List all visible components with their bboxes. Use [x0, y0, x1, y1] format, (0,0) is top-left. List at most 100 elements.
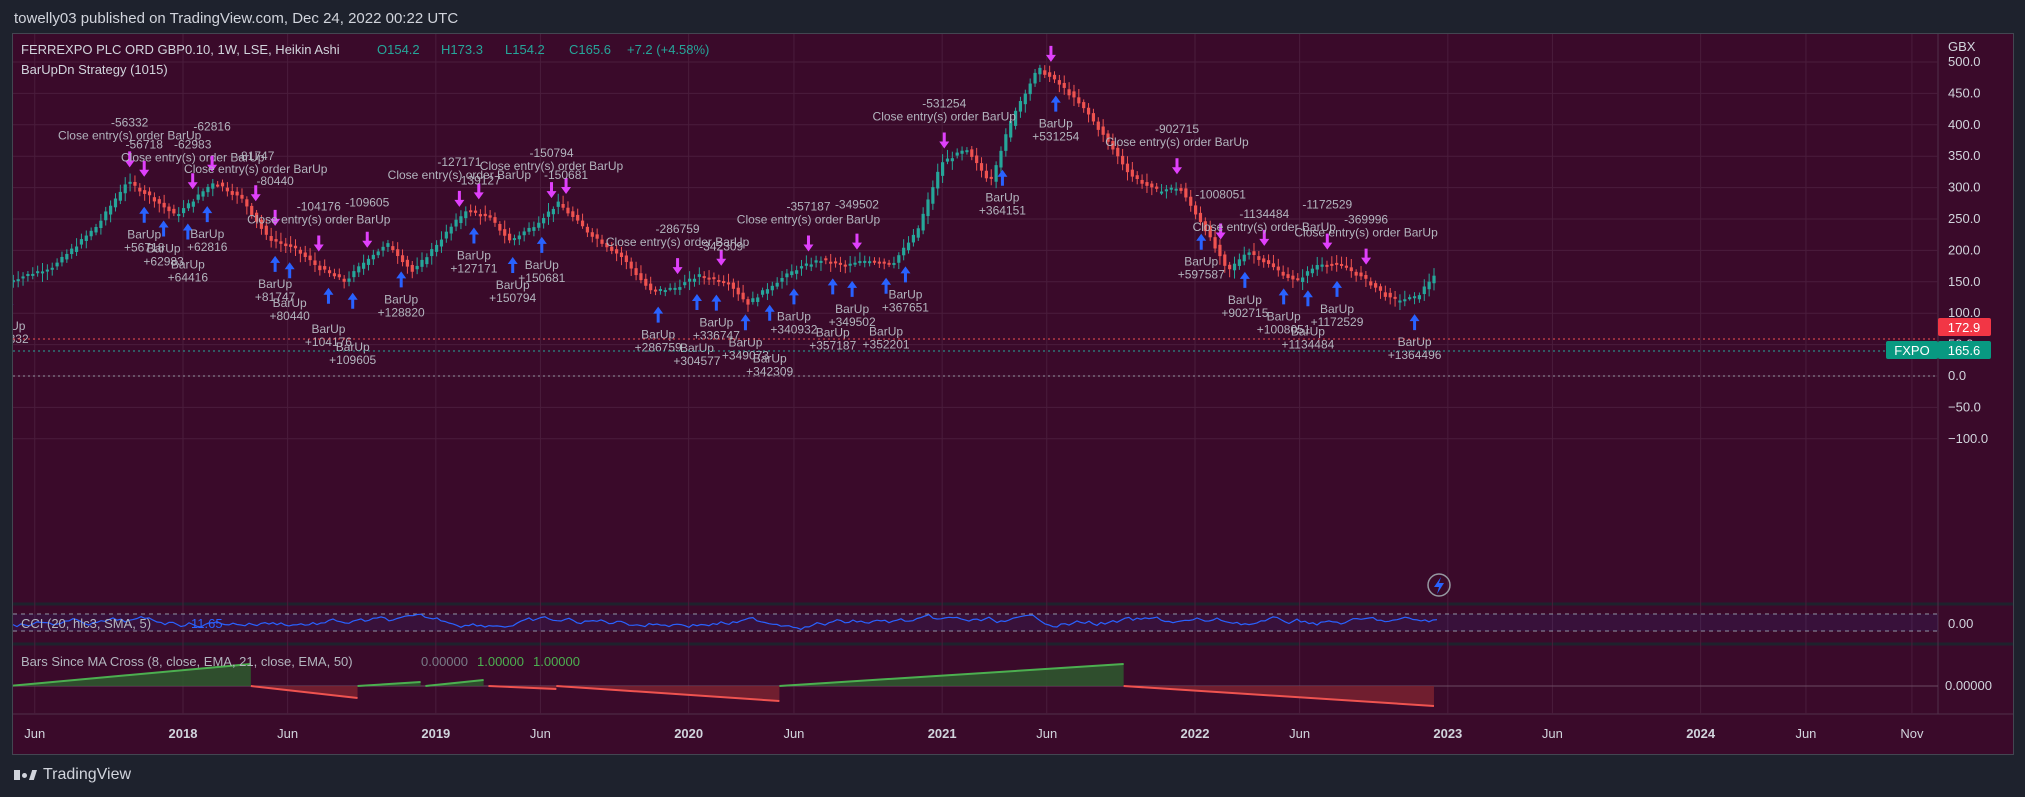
candle-body: [1057, 80, 1061, 85]
entry-arrow[interactable]: [1302, 290, 1313, 307]
exit-arrow[interactable]: [939, 132, 950, 149]
candle-body: [619, 252, 624, 258]
exit-arrow[interactable]: [561, 178, 572, 195]
time-axis[interactable]: Jun 2018 Jun 2019 Jun 2020 Jun 2021 Jun 2022 Jun 20…: [24, 726, 1924, 741]
exit-arrow[interactable]: [362, 231, 373, 248]
candle-body: [746, 299, 750, 305]
exit-arrow[interactable]: [139, 160, 150, 177]
candle-body: [858, 261, 862, 264]
exit-arrow[interactable]: [207, 155, 218, 172]
entry-arrow[interactable]: [847, 280, 858, 297]
entry-arrow[interactable]: [139, 206, 150, 223]
entry-arrow[interactable]: [997, 169, 1008, 186]
entry-label: BarUp: [1184, 255, 1218, 269]
candle-body: [1281, 271, 1285, 276]
exit-arrow[interactable]: [1215, 223, 1226, 240]
entry-arrow[interactable]: [468, 227, 479, 244]
entry-arrow[interactable]: [1278, 288, 1289, 305]
entry-arrow[interactable]: [323, 287, 334, 304]
candle-body: [483, 213, 487, 217]
exit-arrow[interactable]: [473, 183, 484, 200]
entry-arrow[interactable]: [284, 262, 295, 279]
entry-arrow[interactable]: [1050, 95, 1061, 112]
cci-pane[interactable]: [12, 613, 1938, 632]
exit-arrow[interactable]: [313, 235, 324, 252]
entry-arrow[interactable]: [158, 220, 169, 237]
entry-arrow[interactable]: [182, 223, 193, 240]
candle-body: [1403, 299, 1407, 302]
price-axis[interactable]: 500.0 450.0 400.0 350.0 300.0 250.0 200.0 150.0…: [1948, 54, 1988, 446]
exit-arrow[interactable]: [1361, 248, 1372, 265]
candle-body: [1232, 263, 1237, 271]
entry-arrow[interactable]: [536, 236, 547, 253]
entry-arrow[interactable]: [900, 266, 911, 283]
candle-body: [1189, 196, 1193, 206]
candle-body: [45, 269, 49, 272]
exit-arrow[interactable]: [1322, 233, 1333, 250]
entry-arrow[interactable]: [347, 292, 358, 309]
entry-value-label: +1134484: [1281, 337, 1334, 351]
entry-arrow[interactable]: [827, 278, 838, 295]
candle-body: [1052, 74, 1057, 80]
exit-arrow[interactable]: [187, 173, 198, 190]
entry-arrow[interactable]: [396, 271, 407, 288]
exit-arrow[interactable]: [546, 182, 557, 199]
candle-body: [882, 261, 886, 264]
candle-body: [31, 273, 35, 276]
candle-body: [230, 191, 234, 195]
candle-body: [527, 227, 531, 232]
candle-body: [1130, 169, 1134, 177]
candle-body: [240, 194, 244, 199]
exit-arrow[interactable]: [270, 209, 281, 226]
exit-arrow[interactable]: [1259, 229, 1270, 246]
candle-body: [152, 197, 157, 202]
entry-value-label: +150794: [489, 291, 536, 305]
entry-arrow[interactable]: [691, 294, 702, 311]
exit-arrow[interactable]: [851, 233, 862, 250]
candle-body: [887, 262, 891, 265]
exit-arrow[interactable]: [1045, 45, 1056, 62]
entry-arrow[interactable]: [1409, 314, 1420, 331]
candle-body: [94, 226, 98, 233]
entry-arrow[interactable]: [653, 306, 664, 323]
entry-arrow[interactable]: [1331, 280, 1342, 297]
chart-canvas[interactable]: BarUp+56332BarUp+56718BarUp+62983BarUp+6…: [0, 10, 2013, 754]
bars-since-label: Bars Since MA Cross (8, close, EMA, 21, …: [21, 654, 353, 669]
candle-body: [118, 191, 122, 201]
legend-change: +7.2 (+4.58%): [627, 42, 709, 57]
cci-value: 11.65: [191, 616, 223, 631]
entry-arrow[interactable]: [788, 288, 799, 305]
exit-arrow[interactable]: [124, 151, 135, 168]
candle-body: [396, 249, 400, 257]
candle-body: [1262, 258, 1266, 263]
entry-label: BarUp: [127, 228, 161, 242]
entry-arrow[interactable]: [1239, 271, 1250, 288]
entry-arrow[interactable]: [270, 255, 281, 272]
entry-arrow[interactable]: [740, 314, 751, 331]
exit-value-label: -369996: [1344, 213, 1388, 227]
entry-arrow[interactable]: [711, 294, 722, 311]
candle-body: [872, 260, 877, 263]
exit-arrow[interactable]: [454, 190, 465, 207]
candle-body: [877, 261, 881, 264]
entry-arrow[interactable]: [881, 277, 892, 294]
candle-body: [731, 282, 735, 289]
chart-frame[interactable]: BarUp+56332BarUp+56718BarUp+62983BarUp+6…: [0, 10, 2014, 755]
exit-arrow[interactable]: [250, 185, 261, 202]
exit-arrow[interactable]: [716, 249, 727, 266]
entry-arrow[interactable]: [202, 206, 213, 223]
entry-arrow[interactable]: [1196, 233, 1207, 250]
bars-since-pane[interactable]: [8, 663, 1938, 707]
exit-arrow[interactable]: [1171, 158, 1182, 175]
time-tick-label: Jun: [277, 726, 298, 741]
candle-body: [722, 281, 726, 284]
candle-body: [1374, 283, 1378, 288]
exit-arrow[interactable]: [672, 258, 683, 275]
candle-body: [1140, 179, 1144, 184]
entry-value-label: +902715: [1221, 306, 1268, 320]
entry-arrow[interactable]: [764, 304, 775, 321]
lightning-icon[interactable]: [1427, 573, 1451, 597]
entry-arrow[interactable]: [507, 256, 518, 273]
strategy-label[interactable]: BarUpDn Strategy (1015): [21, 62, 168, 77]
exit-arrow[interactable]: [803, 235, 814, 252]
